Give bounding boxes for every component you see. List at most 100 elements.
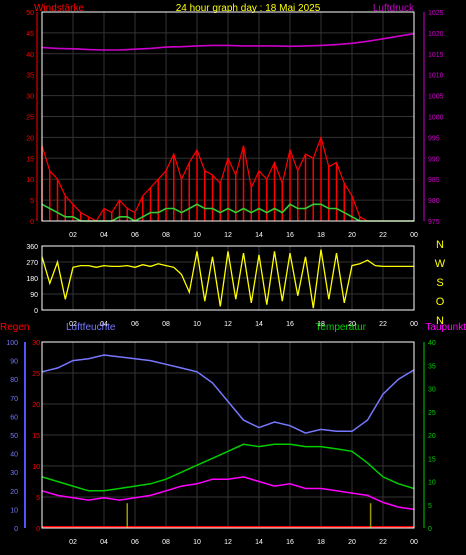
mid-x-tick-label: 06 — [131, 321, 139, 328]
top-x-tick-label: 12 — [224, 232, 232, 239]
regen-tick-label: 0 — [36, 526, 40, 533]
direction-tick-label: 270 — [26, 260, 38, 267]
windstaerke-tick-label: 10 — [26, 177, 34, 184]
luftfeuchte-tick-label: 80 — [10, 377, 18, 384]
gust-line — [41, 135, 414, 222]
temperatur-tick-label: 35 — [428, 363, 436, 370]
bot-x-tick-label: 06 — [131, 539, 139, 546]
luftfeuchte-tick-label: 90 — [10, 359, 18, 366]
top-x-tick-label: 06 — [131, 232, 139, 239]
top-x-tick-label: 14 — [255, 232, 263, 239]
pressure-line — [41, 32, 415, 51]
bot-x-tick-label: 14 — [255, 539, 263, 546]
temperatur-tick-label: 30 — [428, 387, 436, 394]
mid-x-tick-label: 16 — [286, 321, 294, 328]
luftdruck-title: Luftdruck — [373, 3, 415, 14]
windstaerke-tick-label: 5 — [30, 198, 34, 205]
mid-x-tick-label: 04 — [100, 321, 108, 328]
mid-x-tick-label: 08 — [162, 321, 170, 328]
bot-x-tick-label: 00 — [410, 539, 418, 546]
temperatur-tick-label: 0 — [428, 526, 432, 533]
regen-tick-label: 30 — [32, 340, 40, 347]
windstaerke-tick-label: 0 — [30, 219, 34, 226]
windstaerke-tick-label: 20 — [26, 135, 34, 142]
bot-x-tick-label: 16 — [286, 539, 294, 546]
regen-tick-label: 20 — [32, 402, 40, 409]
direction-tick-label: 360 — [26, 244, 38, 251]
direction-tick-label: 180 — [26, 276, 38, 283]
windstaerke-tick-label: 35 — [26, 73, 34, 80]
top-x-tick-label: 10 — [193, 232, 201, 239]
top-x-tick-label: 20 — [348, 232, 356, 239]
luftfeuchte-tick-label: 100 — [6, 340, 18, 347]
luftdruck-tick-label: 1015 — [428, 52, 444, 59]
mid-x-tick-label: 00 — [410, 321, 418, 328]
wind-direction-line — [41, 249, 414, 309]
top-frame — [41, 11, 415, 222]
mid-x-tick-label: 02 — [69, 321, 77, 328]
regen-title: Regen — [0, 322, 29, 333]
luftdruck-tick-label: 985 — [428, 177, 440, 184]
luftfeuchte-tick-label: 40 — [10, 452, 18, 459]
luftdruck-tick-label: 1025 — [428, 10, 444, 17]
windstaerke-tick-label: 25 — [26, 115, 34, 122]
luftfeuchte-tick-label: 0 — [14, 526, 18, 533]
dewpoint-line — [41, 476, 415, 511]
direction-tick-label: 0 — [34, 308, 38, 315]
bot-x-tick-label: 08 — [162, 539, 170, 546]
mid-x-tick-label: 18 — [317, 321, 325, 328]
luftdruck-tick-label: 975 — [428, 219, 440, 226]
graph-title: 24 hour graph day : 18 Mai 2025 — [176, 3, 321, 14]
regen-tick-label: 10 — [32, 464, 40, 471]
wind-pressure-chart: 0510152025303540455097598098599099510001… — [26, 10, 443, 239]
bot-x-tick-label: 04 — [100, 539, 108, 546]
taupunkt-title: Taupunkt — [425, 322, 466, 333]
windstaerke-title: Windstärke — [34, 3, 84, 14]
luftfeuchte-title: Luftfeuchte — [66, 322, 116, 333]
temperatur-tick-label: 20 — [428, 433, 436, 440]
mid-x-tick-label: 22 — [379, 321, 387, 328]
regen-tick-label: 15 — [32, 433, 40, 440]
top-x-tick-label: 08 — [162, 232, 170, 239]
mid-x-tick-label: 14 — [255, 321, 263, 328]
mid-frame — [41, 245, 415, 311]
mid-x-tick-label: 20 — [348, 321, 356, 328]
regen-tick-label: 25 — [32, 371, 40, 378]
luftdruck-tick-label: 1005 — [428, 94, 444, 101]
luftdruck-tick-label: 1000 — [428, 115, 444, 122]
temperatur-tick-label: 15 — [428, 456, 436, 463]
compass-label: N — [436, 315, 444, 327]
regen-tick-label: 5 — [36, 495, 40, 502]
compass-label: W — [435, 258, 446, 270]
windstaerke-tick-label: 40 — [26, 52, 34, 59]
compass-label: O — [436, 296, 445, 308]
luftfeuchte-tick-label: 30 — [10, 470, 18, 477]
luftdruck-tick-label: 990 — [428, 156, 440, 163]
bot-x-tick-label: 22 — [379, 539, 387, 546]
bot-x-tick-label: 02 — [69, 539, 77, 546]
top-x-tick-label: 00 — [410, 232, 418, 239]
temperature-line — [41, 443, 415, 492]
luftdruck-tick-label: 995 — [428, 135, 440, 142]
humidity-line — [41, 354, 415, 434]
bot-x-tick-label: 10 — [193, 539, 201, 546]
luftfeuchte-tick-label: 70 — [10, 396, 18, 403]
luftdruck-tick-label: 1020 — [428, 31, 444, 38]
compass-label: N — [436, 239, 444, 251]
temperatur-tick-label: 5 — [428, 503, 432, 510]
top-x-tick-label: 04 — [100, 232, 108, 239]
mid-x-tick-label: 12 — [224, 321, 232, 328]
temperatur-tick-label: 40 — [428, 340, 436, 347]
windstaerke-tick-label: 50 — [26, 10, 34, 17]
luftdruck-tick-label: 980 — [428, 198, 440, 205]
top-x-tick-label: 18 — [317, 232, 325, 239]
luftfeuchte-tick-label: 20 — [10, 489, 18, 496]
bot-x-tick-label: 20 — [348, 539, 356, 546]
luftfeuchte-tick-label: 60 — [10, 414, 18, 421]
humidity-temperature-chart: 0102030405060708090100051015202530051015… — [6, 340, 436, 546]
bot-x-tick-label: 12 — [224, 539, 232, 546]
luftfeuchte-tick-label: 10 — [10, 507, 18, 514]
